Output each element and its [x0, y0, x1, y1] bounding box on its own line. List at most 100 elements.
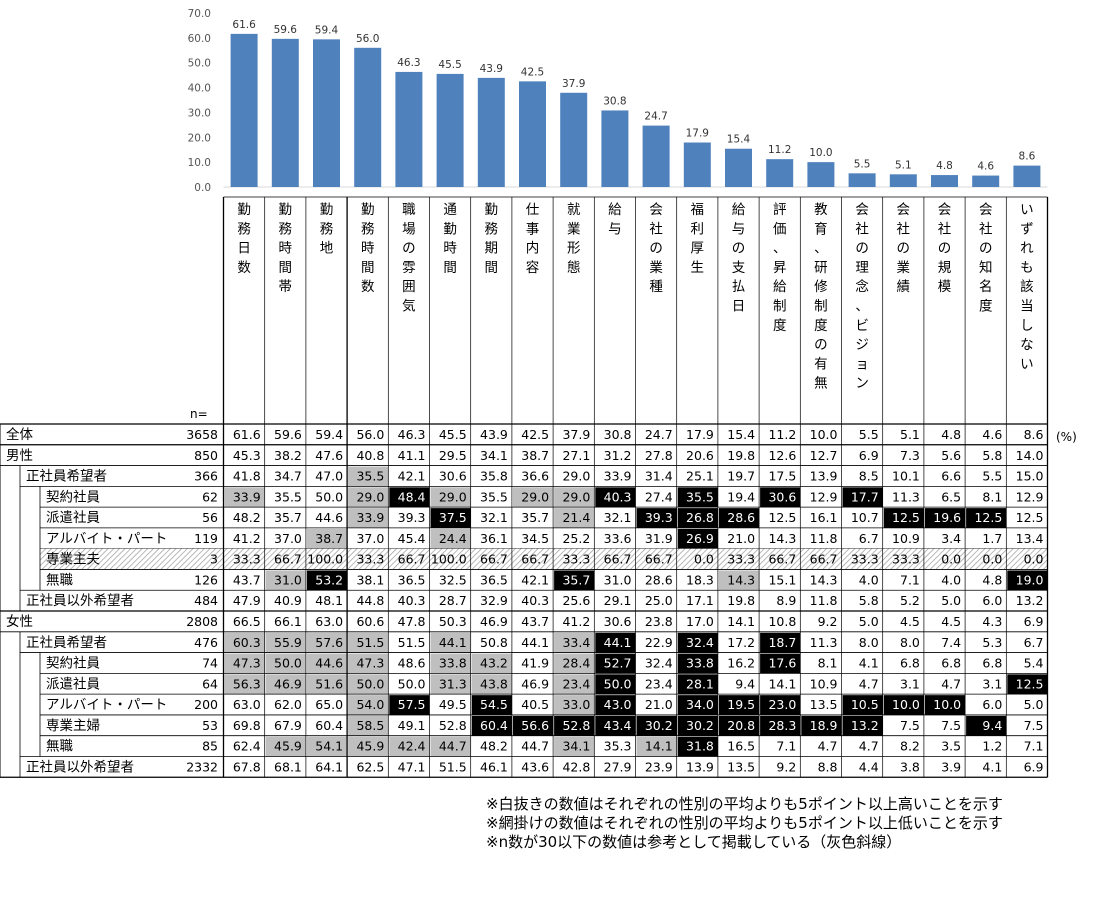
highlight-cell-low: [554, 508, 595, 528]
table-cell: 24.7: [645, 427, 673, 442]
bar: [766, 159, 794, 187]
highlight-cell-high: [677, 528, 718, 549]
y-tick-label: 60.0: [188, 33, 211, 45]
table-cell: 12.5: [1016, 676, 1044, 691]
column-header: 会社の業種: [649, 202, 663, 295]
table-cell: 14.0: [1016, 448, 1044, 463]
row-label: 無職: [46, 739, 73, 755]
table-cell: 43.7: [521, 614, 549, 629]
table-cell: 44.1: [521, 635, 549, 650]
table-cell: 14.1: [727, 614, 755, 629]
table-cell: 54.5: [480, 697, 508, 712]
highlight-cell-high: [718, 508, 760, 528]
row-label: 男性: [6, 448, 33, 464]
table-cell: 68.1: [274, 759, 302, 774]
table-row: 派遣社員 64 56.3 46.9 51.6 50.0 50.0 31.3 43.8 46.9 23…: [40, 674, 1048, 695]
table-cell: 60.3: [233, 635, 261, 650]
table-cell: 47.3: [233, 656, 261, 671]
table-cell: 55.9: [274, 635, 302, 650]
table-cell: 17.7: [851, 489, 879, 504]
table-cell: 31.8: [686, 739, 714, 754]
table-cell: 6.5: [941, 489, 961, 504]
table-cell: 33.3: [892, 552, 920, 567]
table-cell: 35.7: [274, 510, 302, 525]
table-cell: 8.2: [900, 739, 920, 754]
bar: [683, 142, 711, 187]
highlight-cell-low: [348, 632, 389, 653]
table-cell: 10.8: [768, 614, 796, 629]
table-cell: 45.3: [233, 448, 261, 463]
table-cell: 35.3: [604, 739, 632, 754]
table-cell: 48.6: [398, 656, 426, 671]
row-n: 476: [194, 635, 218, 650]
table-cell: 44.7: [439, 739, 467, 754]
note-hatched: ※n数が30以下の数値は参考として掲載している（灰色斜線）: [486, 833, 902, 851]
bar-value-label: 5.5: [854, 158, 871, 170]
table-cell: 35.8: [480, 469, 508, 484]
table-cell: 4.7: [818, 739, 838, 754]
table-cell: 40.3: [521, 593, 549, 608]
table-cell: 50.3: [439, 614, 467, 629]
highlight-cell-high: [389, 487, 430, 508]
table-cell: 5.8: [982, 448, 1002, 463]
table-cell: 50.8: [480, 635, 508, 650]
table-cell: 42.1: [398, 469, 426, 484]
y-tick-label: 40.0: [188, 83, 211, 95]
column-header-label: 評価、昇給制度: [773, 202, 787, 334]
table-cell: 44.1: [604, 635, 632, 650]
column-header-label: 仕事内容: [526, 202, 540, 276]
column-header: 勤務日数: [237, 202, 251, 276]
table-cell: 43.0: [604, 697, 632, 712]
table-cell: 48.2: [233, 510, 261, 525]
table-cell: 6.9: [859, 448, 879, 463]
table-cell: 45.9: [274, 739, 302, 754]
table-cell: 46.9: [480, 614, 508, 629]
row-n: 200: [194, 697, 218, 712]
table-cell: 19.7: [727, 469, 755, 484]
table-cell: 52.8: [439, 718, 467, 733]
table-cell: 19.4: [727, 489, 755, 504]
table-cell: 16.1: [810, 510, 838, 525]
highlight-cell-high: [1007, 674, 1048, 695]
row-label: 正社員希望者: [26, 469, 107, 485]
bar: [1013, 165, 1041, 187]
table-cell: 29.1: [604, 593, 632, 608]
highlight-cell-low: [224, 674, 265, 695]
table-cell: 56.3: [233, 676, 261, 691]
table-cell: 4.5: [900, 614, 920, 629]
row-n: 2808: [186, 614, 218, 629]
highlight-cell-high: [636, 508, 677, 528]
highlight-cell-high: [924, 695, 966, 715]
table-cell: 23.4: [645, 676, 673, 691]
table-cell: 32.1: [604, 510, 632, 525]
bar: [560, 92, 588, 187]
table-cell: 62.5: [356, 759, 384, 774]
table-cell: 56.0: [356, 427, 384, 442]
table-cell: 19.0: [1016, 572, 1044, 587]
highlight-cell-high: [677, 715, 718, 736]
table-cell: 66.1: [274, 614, 302, 629]
table-cell: 45.9: [356, 739, 384, 754]
table-cell: 12.9: [810, 489, 838, 504]
table-cell: 33.8: [686, 656, 714, 671]
highlight-cell-high: [636, 715, 677, 736]
table-cell: 5.6: [941, 448, 961, 463]
table-cell: 57.5: [398, 697, 426, 712]
highlight-cell-high: [677, 632, 718, 653]
bar: [519, 81, 546, 187]
table-cell: 53.2: [315, 572, 343, 587]
row-n: 126: [194, 572, 218, 587]
table-cell: 38.7: [315, 531, 343, 546]
highlight-cell-low: [554, 695, 595, 715]
table-cell: 27.9: [604, 759, 632, 774]
row-label: 派遣社員: [46, 510, 100, 526]
highlight-cell-high: [842, 695, 883, 715]
table-cell: 15.4: [727, 427, 755, 442]
table-cell: 29.0: [521, 489, 549, 504]
table-cell: 50.0: [604, 676, 632, 691]
column-header-label: 会社の知名度: [979, 202, 993, 315]
highlight-cell-high: [512, 715, 554, 736]
highlight-cell-low: [430, 487, 471, 508]
column-header: 会社の理念、ビジョン: [855, 202, 869, 392]
